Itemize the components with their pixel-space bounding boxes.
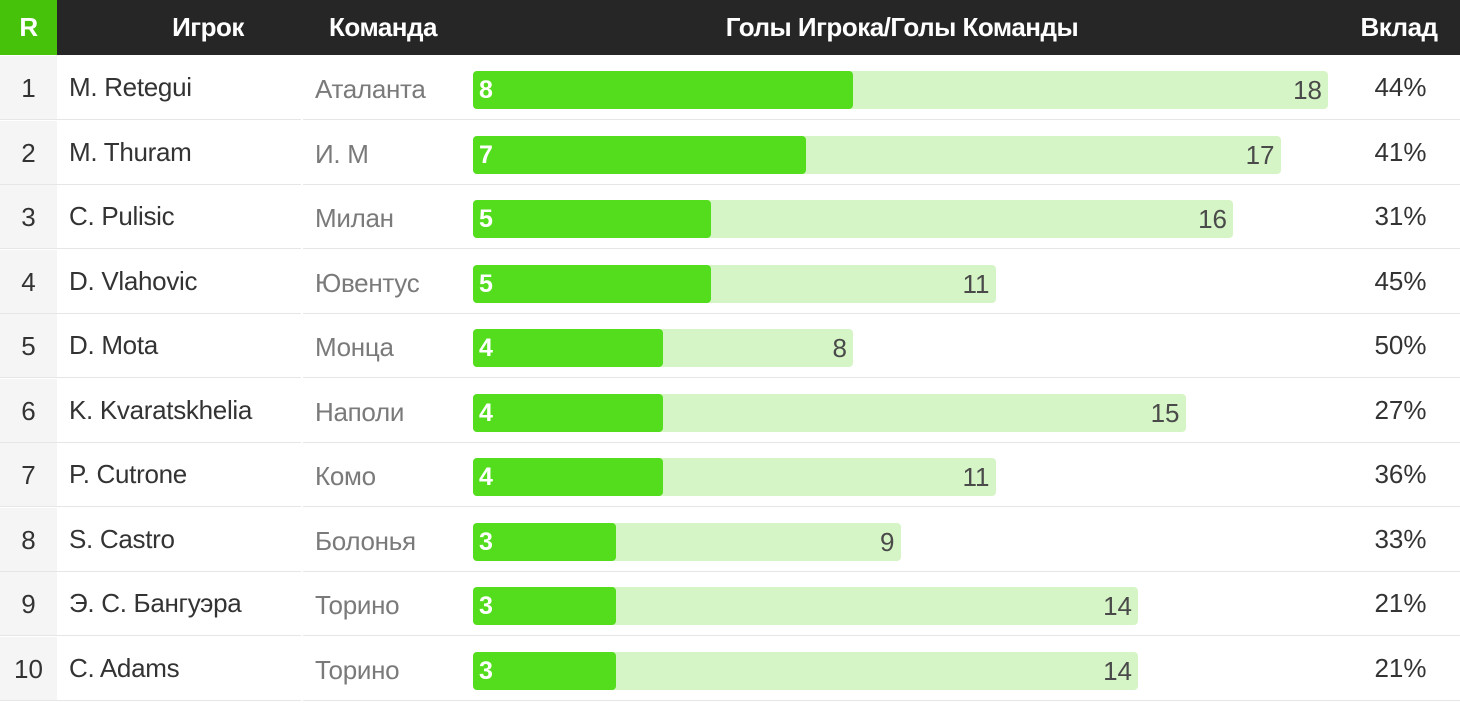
share-value: 45% [1341,250,1460,314]
share-column-header[interactable]: Вклад [1360,12,1438,42]
team-name[interactable]: Ювентус [303,250,473,314]
table-header: R Игрок Команда Голы Игрока/Голы Команды… [0,0,1460,55]
team-name[interactable]: Милан [303,185,473,249]
player-goals-label: 3 [479,656,493,685]
team-name[interactable]: Наполи [303,379,473,443]
table-row: 9 Э. С. Бангуэра Торино 3 14 21% [0,572,1460,636]
team-name[interactable]: Болонья [303,508,473,572]
player-name[interactable]: P. Cutrone [57,443,301,507]
player-name[interactable]: C. Pulisic [57,185,301,249]
team-goals-label: 15 [1150,397,1180,428]
player-name[interactable]: M. Thuram [57,121,301,185]
goals-bar-cell: 4 15 [473,379,1341,443]
player-goals-label: 4 [479,398,493,427]
player-column-header[interactable]: Игрок [172,12,244,42]
player-goals-bar [473,393,663,432]
share-value: 21% [1341,637,1460,701]
player-name[interactable]: C. Adams [57,637,301,701]
player-goals-label: 8 [479,76,493,104]
team-name[interactable]: Комо [303,443,473,507]
table-row: 10 C. Adams Торино 3 14 21% [0,636,1460,701]
player-goals-bar [473,329,663,367]
share-value: 33% [1341,508,1460,572]
player-goals-bar [473,587,616,625]
player-goals-bar [473,264,711,303]
share-value: 31% [1341,185,1460,249]
player-name[interactable]: M. Retegui [57,56,301,120]
goals-bar-cell: 8 18 [473,56,1341,120]
goals-bar-cell: 4 11 [473,443,1341,507]
rank-cell: 1 [0,56,57,120]
table-row: 5 D. Mota Монца 4 8 50% [0,314,1460,378]
player-goals-label: 5 [479,269,493,298]
rank-cell: 5 [0,314,57,378]
team-name[interactable]: И. М [303,121,473,185]
share-value: 27% [1341,379,1460,443]
table-row: 8 S. Castro Болонья 3 9 33% [0,507,1460,572]
team-goals-label: 17 [1245,139,1275,170]
team-goals-label: 9 [880,526,895,557]
goals-bar-cell: 3 14 [473,572,1341,636]
rank-cell: 4 [0,249,57,314]
table-row: 4 D. Vlahovic Ювентус 5 11 45% [0,249,1460,314]
team-name[interactable]: Торино [303,572,473,636]
team-goals-label: 11 [962,268,990,299]
rank-cell: 3 [0,185,57,249]
team-name[interactable]: Аталанта [303,56,473,120]
player-goals-bar [473,200,711,238]
team-goals-label: 14 [1103,655,1132,686]
team-name[interactable]: Монца [303,314,473,378]
table-row: 1 M. Retegui Аталанта 8 18 44% [0,56,1460,120]
goals-bar-cell: 5 11 [473,250,1341,314]
player-goals-bar [473,651,616,690]
player-goals-bar [473,522,616,561]
player-goals-label: 5 [479,205,493,233]
rank-column-header[interactable]: R [0,0,57,55]
table-row: 6 K. Kvaratskhelia Наполи 4 15 27% [0,378,1460,443]
player-goals-bar [473,71,853,109]
player-name[interactable]: K. Kvaratskhelia [57,379,301,443]
team-goals-label: 18 [1293,75,1322,105]
table-row: 7 P. Cutrone Комо 4 11 36% [0,443,1460,507]
goals-bar-cell: 7 17 [473,121,1341,185]
player-goals-label: 4 [479,463,493,491]
player-goals-bar [473,135,806,174]
rank-cell: 7 [0,443,57,507]
team-goals-label: 8 [832,333,847,363]
player-goals-label: 3 [479,592,493,620]
rank-cell: 6 [0,378,57,443]
player-name[interactable]: D. Vlahovic [57,250,301,314]
team-goals-label: 11 [962,462,990,492]
player-goals-label: 7 [479,140,493,169]
player-name[interactable]: S. Castro [57,508,301,572]
share-value: 36% [1341,443,1460,507]
share-value: 21% [1341,572,1460,636]
team-name[interactable]: Торино [303,637,473,701]
goals-bar-cell: 3 14 [473,637,1341,701]
goals-bar-cell: 5 16 [473,185,1341,249]
rank-cell: 9 [0,572,57,636]
rank-cell: 2 [0,120,57,185]
table-row: 2 M. Thuram И. М 7 17 41% [0,120,1460,185]
player-goals-bar [473,458,663,496]
team-goals-label: 16 [1198,204,1227,234]
share-value: 50% [1341,314,1460,378]
player-goals-label: 4 [479,334,493,362]
player-goals-label: 3 [479,527,493,556]
share-value: 41% [1341,121,1460,185]
team-goals-label: 14 [1103,591,1132,621]
player-name[interactable]: D. Mota [57,314,301,378]
goals-column-header[interactable]: Голы Игрока/Голы Команды [725,12,1079,42]
team-column-header[interactable]: Команда [329,12,437,42]
rank-cell: 8 [0,507,57,572]
table-row: 3 C. Pulisic Милан 5 16 31% [0,185,1460,249]
player-name[interactable]: Э. С. Бангуэра [57,572,301,636]
share-value: 44% [1341,56,1460,120]
rank-cell: 10 [0,636,57,701]
